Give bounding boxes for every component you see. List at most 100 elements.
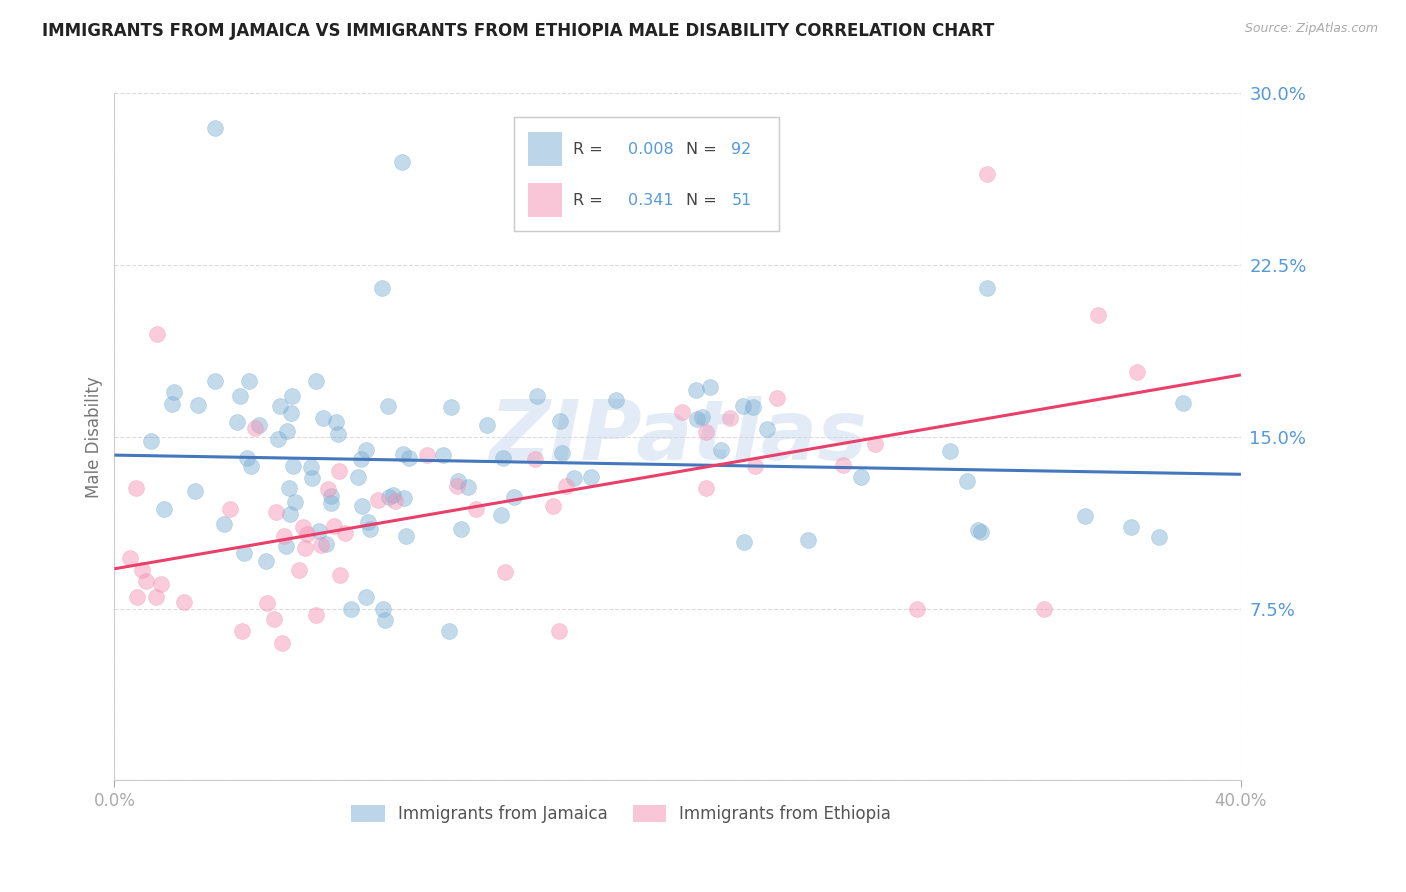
Point (219, 502, 242, 516)
Point (1087, 308, 1109, 322)
Point (731, 399, 754, 413)
Point (354, 443, 377, 458)
Point (212, 517, 235, 532)
Point (551, 446, 574, 460)
Point (333, 526, 356, 541)
Point (280, 507, 302, 521)
Point (371, 601, 394, 615)
Point (865, 437, 887, 451)
Point (371, 281, 394, 295)
Point (755, 421, 778, 435)
Point (491, 508, 513, 522)
Point (127, 590, 149, 604)
Point (956, 474, 979, 488)
Point (187, 398, 209, 412)
Point (550, 413, 572, 427)
Point (204, 120, 226, 135)
Point (240, 458, 263, 473)
Point (671, 405, 693, 419)
Point (699, 380, 721, 394)
Point (131, 563, 153, 577)
Point (328, 464, 350, 478)
Point (325, 416, 347, 430)
Point (346, 469, 368, 483)
Point (125, 481, 148, 495)
Point (254, 554, 277, 568)
Point (938, 444, 960, 458)
Point (354, 590, 377, 604)
Point (395, 529, 418, 543)
Point (319, 489, 342, 503)
Point (1119, 520, 1142, 534)
Point (281, 389, 304, 403)
Point (292, 520, 315, 534)
Point (276, 424, 298, 438)
Point (231, 624, 253, 639)
Point (276, 540, 298, 554)
Point (229, 389, 252, 403)
Point (340, 601, 363, 615)
Point (465, 502, 488, 516)
Point (283, 458, 305, 473)
Point (733, 534, 755, 549)
Point (163, 385, 186, 400)
Point (350, 499, 373, 513)
Text: ZIPatlas: ZIPatlas (489, 396, 866, 477)
Point (416, 449, 439, 463)
Point (278, 481, 301, 495)
Point (273, 529, 295, 543)
Point (710, 442, 733, 457)
Point (297, 527, 319, 541)
Point (554, 479, 576, 493)
Text: IMMIGRANTS FROM JAMAICA VS IMMIGRANTS FROM ETHIOPIA MALE DISABILITY CORRELATION : IMMIGRANTS FROM JAMAICA VS IMMIGRANTS FR… (42, 22, 994, 40)
Point (437, 624, 460, 639)
Point (315, 536, 337, 550)
Point (1126, 365, 1149, 379)
Point (145, 590, 167, 604)
Point (685, 383, 707, 397)
Point (305, 374, 328, 388)
Point (605, 393, 627, 408)
Point (374, 613, 396, 627)
Point (450, 522, 472, 536)
Point (152, 501, 174, 516)
Point (247, 418, 270, 433)
Point (1032, 601, 1054, 615)
Point (301, 471, 323, 485)
Point (145, 326, 167, 341)
Point (440, 401, 463, 415)
Point (1149, 530, 1171, 544)
Point (308, 524, 330, 538)
Point (326, 426, 349, 441)
Point (269, 399, 291, 413)
Point (319, 495, 342, 509)
Point (173, 595, 195, 609)
Point (367, 493, 389, 508)
Point (447, 474, 470, 488)
Point (233, 545, 256, 559)
Point (236, 450, 259, 465)
Point (524, 451, 547, 466)
Point (150, 577, 173, 591)
Point (141, 434, 163, 449)
Point (718, 411, 741, 425)
Point (287, 563, 309, 577)
Point (266, 432, 288, 446)
Point (323, 519, 346, 533)
Point (162, 396, 184, 410)
Point (391, 155, 413, 169)
Point (392, 447, 415, 461)
Y-axis label: Male Disability: Male Disability (86, 376, 103, 498)
Point (503, 490, 526, 504)
Point (311, 410, 333, 425)
Point (384, 494, 406, 508)
Point (976, 281, 998, 295)
Point (256, 596, 278, 610)
Point (432, 448, 454, 462)
Point (392, 491, 415, 505)
Point (135, 574, 157, 589)
Point (976, 167, 998, 181)
Point (120, 551, 142, 566)
Point (280, 406, 302, 420)
Point (742, 400, 765, 414)
